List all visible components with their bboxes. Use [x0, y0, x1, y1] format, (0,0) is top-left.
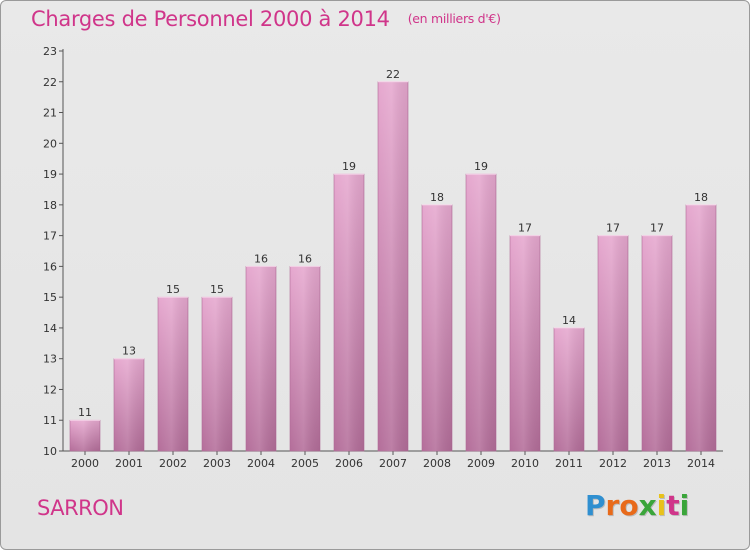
data-label: 17 [518, 222, 532, 235]
x-tick-label: 2012 [599, 457, 627, 470]
y-tick-label: 19 [43, 168, 57, 181]
chart-subtitle: (en milliers d'€) [407, 11, 501, 26]
bar-shine [554, 327, 584, 451]
x-tick-label: 2003 [203, 457, 231, 470]
data-label: 13 [122, 345, 136, 358]
bar-shine [158, 297, 188, 451]
x-tick-label: 2010 [511, 457, 539, 470]
chart-bars [69, 81, 717, 452]
logo-letter: t [666, 489, 680, 522]
logo-letter: o [619, 489, 639, 522]
x-tick-label: 2004 [247, 457, 275, 470]
x-tick-label: 2000 [71, 457, 99, 470]
bar-shine [378, 81, 408, 452]
bar-shine [642, 235, 672, 451]
data-label: 19 [474, 160, 488, 173]
chart-labels: 10 11 12 13 14 15 16 17 18 19 20 21 22 23 11 2000 13 2001… [43, 45, 715, 470]
y-tick-label: 11 [43, 414, 57, 427]
bar-shine [290, 266, 320, 451]
y-tick-label: 10 [43, 445, 57, 458]
bar-shine [510, 235, 540, 451]
data-label: 14 [562, 314, 576, 327]
logo-letter: i [656, 489, 667, 522]
x-tick-label: 2005 [291, 457, 319, 470]
data-label: 15 [166, 283, 180, 296]
x-tick-label: 2013 [643, 457, 671, 470]
bar-shine [422, 204, 452, 451]
y-tick-label: 14 [43, 322, 57, 335]
data-label: 18 [430, 191, 444, 204]
bar-shine [686, 204, 716, 451]
y-tick-label: 18 [43, 199, 57, 212]
data-label: 16 [298, 252, 312, 265]
x-tick-label: 2008 [423, 457, 451, 470]
x-tick-label: 2009 [467, 457, 495, 470]
x-tick-label: 2006 [335, 457, 363, 470]
logo-letter: r [605, 489, 620, 522]
data-label: 17 [650, 222, 664, 235]
bar-shine [246, 266, 276, 451]
y-tick-label: 16 [43, 260, 57, 273]
data-label: 17 [606, 222, 620, 235]
bar-shine [114, 358, 144, 451]
chart-title: Charges de Personnel 2000 à 2014 (en mill… [31, 7, 501, 31]
data-label: 11 [78, 406, 92, 419]
x-tick-label: 2011 [555, 457, 583, 470]
data-label: 18 [694, 191, 708, 204]
y-tick-label: 21 [43, 107, 57, 120]
data-label: 16 [254, 252, 268, 265]
x-tick-label: 2001 [115, 457, 143, 470]
logo-letter: i [679, 489, 690, 522]
chart-title-text: Charges de Personnel 2000 à 2014 [31, 7, 390, 31]
bar-shine [202, 297, 232, 451]
x-tick-label: 2002 [159, 457, 187, 470]
y-tick-label: 13 [43, 353, 57, 366]
proxiti-logo: Proxiti [585, 489, 689, 522]
data-label: 19 [342, 160, 356, 173]
x-tick-label: 2014 [687, 457, 715, 470]
y-tick-label: 17 [43, 230, 57, 243]
bar-shine [598, 235, 628, 451]
bar-shine [334, 174, 364, 452]
y-tick-label: 12 [43, 383, 57, 396]
data-label: 22 [386, 68, 400, 81]
data-label: 15 [210, 283, 224, 296]
logo-letter: x [638, 489, 657, 522]
x-tick-label: 2007 [379, 457, 407, 470]
bar-shine [466, 174, 496, 452]
y-tick-label: 23 [43, 45, 57, 58]
y-tick-label: 20 [43, 137, 57, 150]
place-name: SARRON [37, 496, 124, 520]
logo-letter: P [585, 489, 606, 522]
y-tick-label: 22 [43, 76, 57, 89]
y-tick-label: 15 [43, 291, 57, 304]
bar-shine [70, 420, 100, 451]
